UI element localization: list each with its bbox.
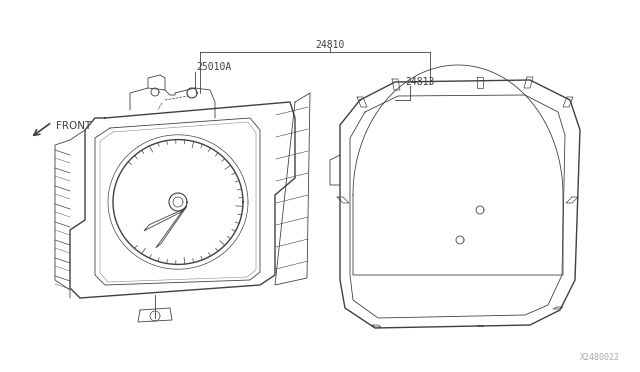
Text: 25010A: 25010A: [196, 62, 231, 72]
Text: 24813: 24813: [405, 77, 435, 87]
Text: X2480022: X2480022: [580, 353, 620, 362]
Text: FRONT: FRONT: [56, 121, 92, 131]
Text: 24810: 24810: [316, 40, 345, 50]
